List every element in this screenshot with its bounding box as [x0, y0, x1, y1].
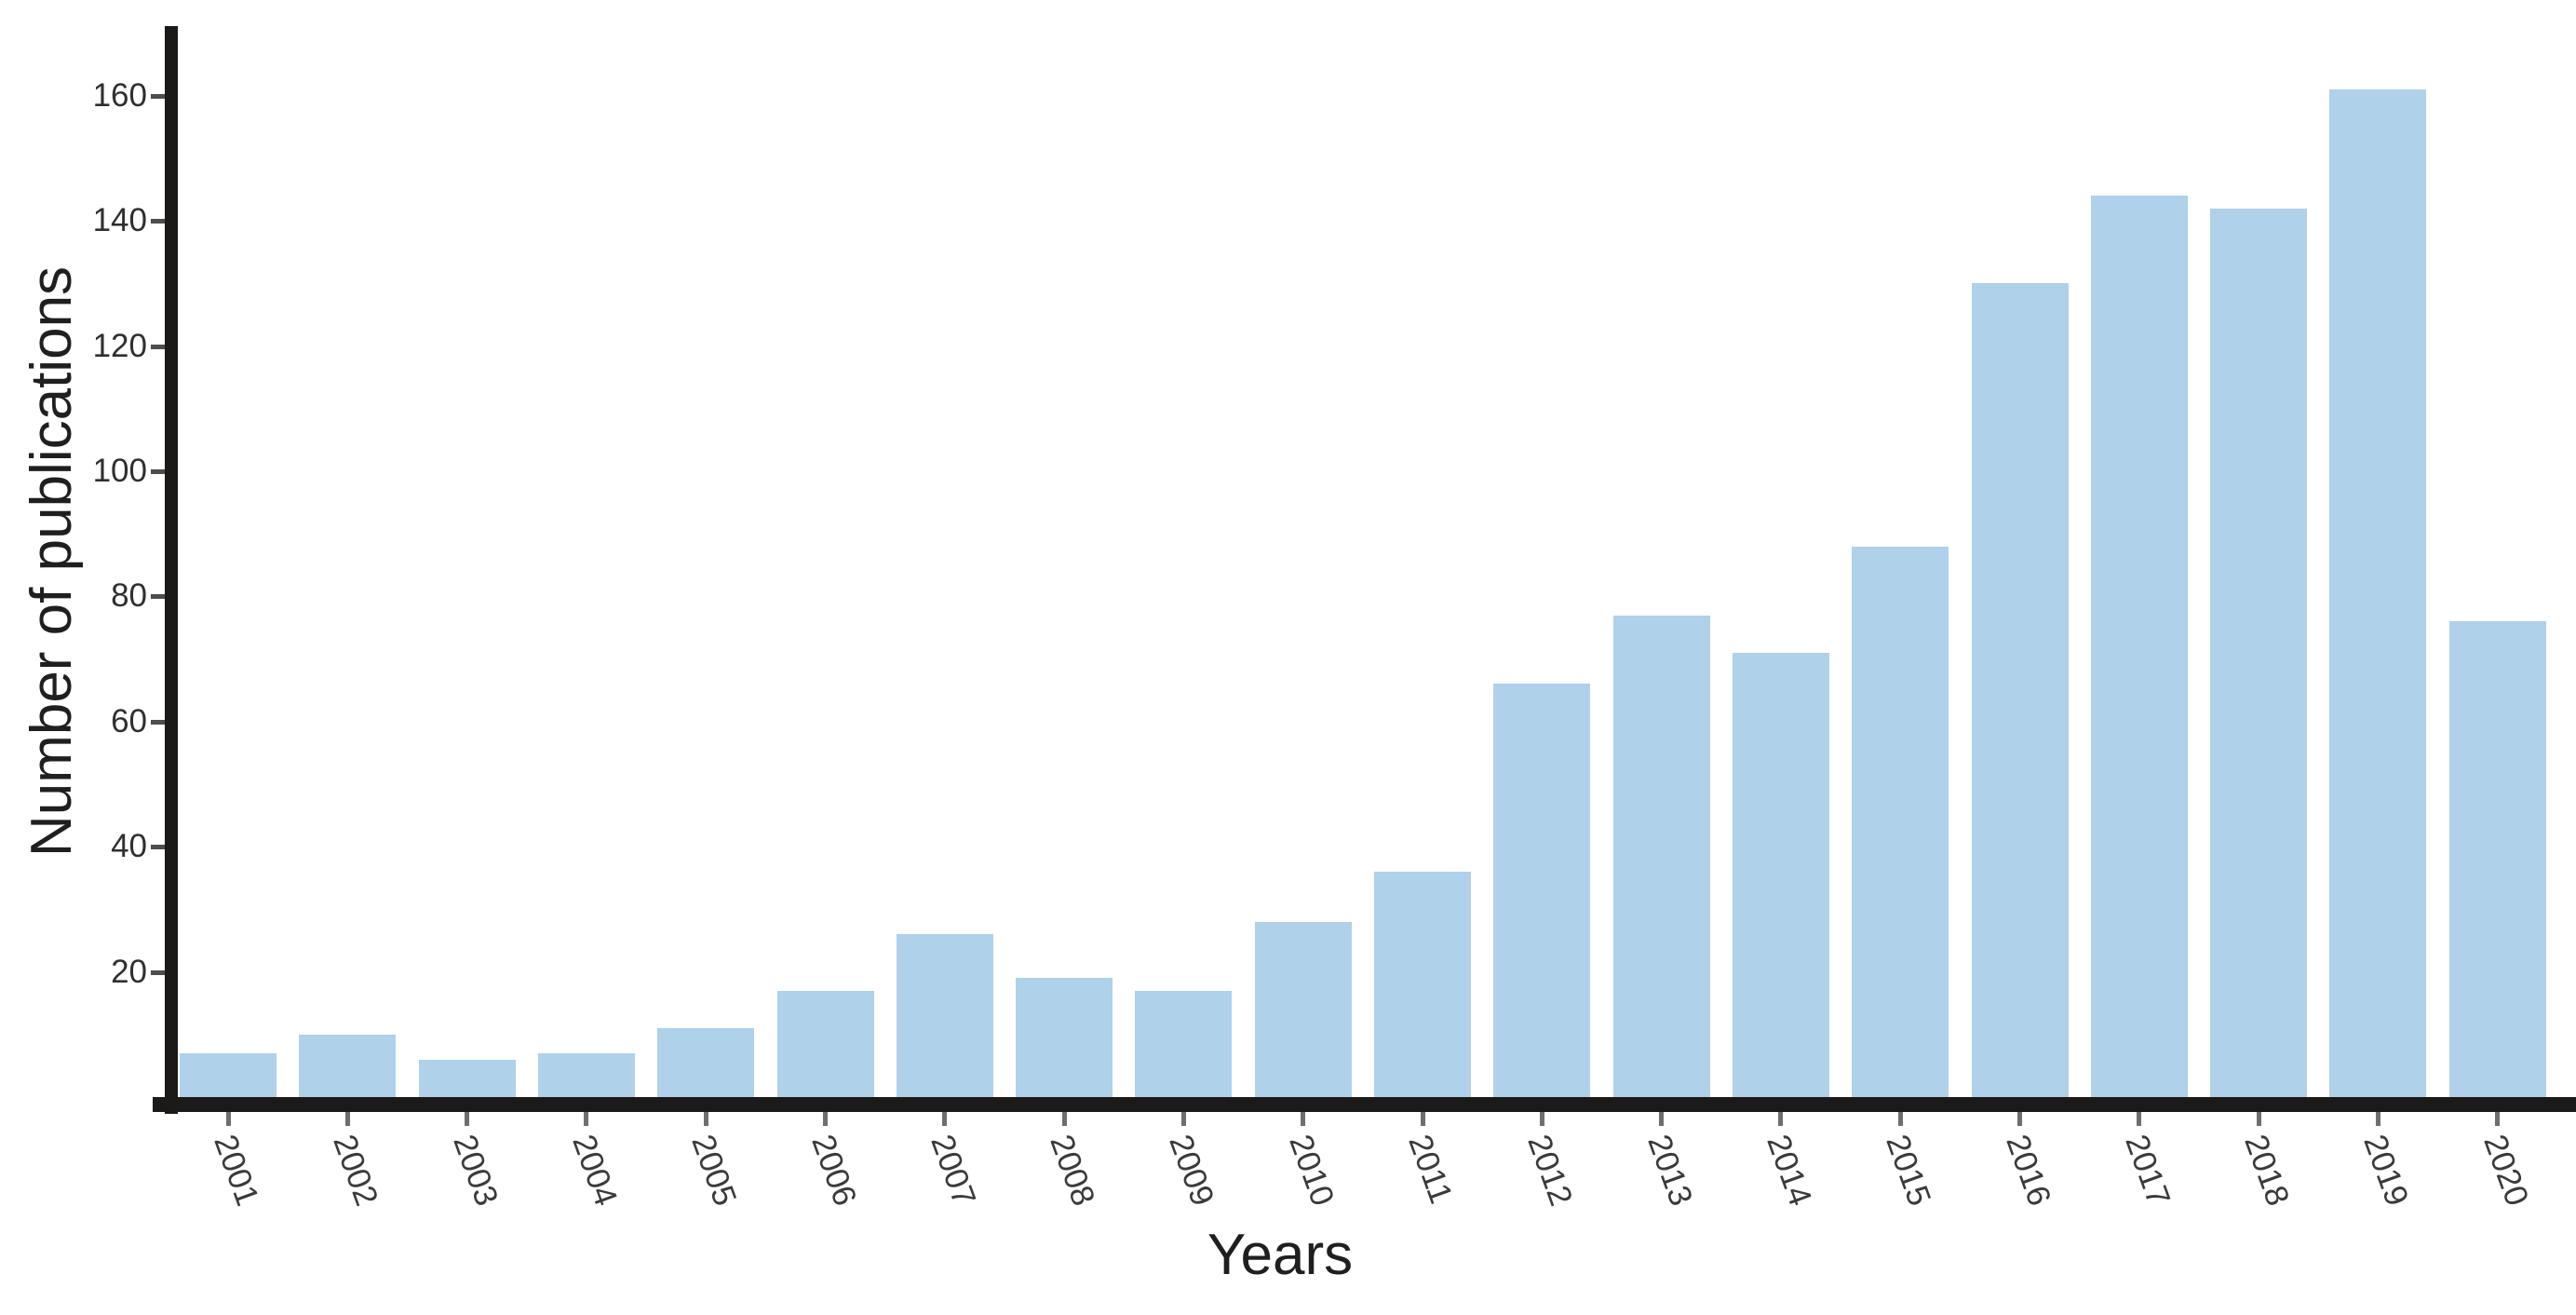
y-tick-mark-80 [151, 594, 165, 599]
x-tick-label-2016: 2016 [1999, 1130, 2058, 1211]
bar-2007 [897, 934, 993, 1097]
x-tick-mark-2011 [1421, 1112, 1425, 1126]
bar-2002 [299, 1035, 396, 1097]
x-tick-mark-2007 [942, 1112, 947, 1126]
x-tick-label-2020: 2020 [2476, 1130, 2536, 1211]
y-tick-label-40: 40 [111, 828, 147, 864]
y-axis-title: Number of publications [20, 265, 84, 858]
x-tick-mark-2014 [1778, 1112, 1783, 1126]
x-tick-label-2005: 2005 [684, 1130, 744, 1211]
y-tick-mark-120 [151, 345, 165, 349]
bar-2012 [1493, 684, 1590, 1097]
x-tick-mark-2013 [1659, 1112, 1664, 1126]
bar-2018 [2210, 209, 2307, 1097]
x-tick-mark-2008 [1062, 1112, 1067, 1126]
x-tick-mark-2010 [1301, 1112, 1305, 1126]
x-tick-label-2009: 2009 [1162, 1130, 1221, 1211]
bar-2003 [419, 1060, 516, 1097]
x-tick-label-2014: 2014 [1760, 1130, 1819, 1211]
x-tick-mark-2016 [2017, 1112, 2022, 1126]
y-tick-label-80: 80 [111, 577, 147, 614]
x-tick-label-2008: 2008 [1043, 1130, 1102, 1211]
y-tick-mark-100 [151, 469, 165, 474]
y-tick-mark-60 [151, 720, 165, 725]
bar-2014 [1733, 653, 1829, 1097]
bar-2005 [657, 1028, 754, 1097]
x-tick-mark-2020 [2495, 1112, 2500, 1126]
x-tick-mark-2001 [226, 1112, 231, 1126]
x-tick-mark-2009 [1181, 1112, 1186, 1126]
y-tick-label-20: 20 [111, 954, 147, 990]
x-tick-label-2012: 2012 [1520, 1130, 1580, 1211]
y-tick-label-60: 60 [111, 703, 147, 739]
x-tick-label-2018: 2018 [2237, 1130, 2297, 1211]
y-tick-label-160: 160 [92, 77, 147, 114]
x-tick-mark-2012 [1540, 1112, 1544, 1126]
y-tick-label-140: 140 [92, 202, 147, 238]
bar-2015 [1852, 547, 1949, 1097]
bar-2013 [1613, 616, 1710, 1097]
bar-2016 [1972, 283, 2069, 1097]
x-tick-label-2010: 2010 [1282, 1130, 1342, 1211]
x-tick-mark-2004 [584, 1112, 588, 1126]
x-tick-label-2004: 2004 [565, 1130, 625, 1211]
x-tick-mark-2015 [1898, 1112, 1903, 1126]
x-tick-mark-2019 [2376, 1112, 2380, 1126]
x-tick-label-2019: 2019 [2356, 1130, 2416, 1211]
bar-2004 [538, 1053, 635, 1097]
y-tick-mark-160 [151, 94, 165, 99]
x-tick-label-2006: 2006 [804, 1130, 864, 1211]
bar-2008 [1016, 978, 1113, 1097]
x-tick-label-2011: 2011 [1401, 1130, 1460, 1209]
x-tick-mark-2005 [704, 1112, 708, 1126]
x-tick-label-2003: 2003 [446, 1130, 506, 1211]
x-axis-line [153, 1097, 2576, 1112]
bar-2019 [2329, 89, 2426, 1097]
bar-2010 [1255, 922, 1352, 1097]
bar-2020 [2449, 621, 2546, 1097]
x-axis-title: Years [1207, 1223, 1354, 1287]
x-tick-label-2013: 2013 [1640, 1130, 1700, 1211]
x-tick-label-2007: 2007 [924, 1130, 983, 1211]
x-tick-mark-2002 [345, 1112, 350, 1126]
bar-2001 [180, 1053, 276, 1097]
x-tick-mark-2006 [823, 1112, 828, 1126]
x-tick-mark-2003 [465, 1112, 469, 1126]
bar-2006 [777, 991, 874, 1097]
x-tick-label-2017: 2017 [2118, 1130, 2178, 1211]
x-tick-label-2002: 2002 [326, 1130, 385, 1211]
x-tick-label-2015: 2015 [1879, 1130, 1938, 1211]
y-tick-mark-40 [151, 845, 165, 849]
x-tick-mark-2017 [2137, 1112, 2141, 1126]
x-tick-label-2001: 2001 [207, 1130, 266, 1211]
y-tick-label-100: 100 [92, 453, 147, 489]
bar-2017 [2091, 196, 2188, 1097]
bar-2011 [1374, 872, 1471, 1097]
y-axis-line [165, 26, 178, 1114]
y-tick-mark-20 [151, 970, 165, 975]
y-tick-label-120: 120 [92, 328, 147, 364]
y-tick-mark-140 [151, 219, 165, 224]
bar-2009 [1135, 991, 1232, 1097]
x-tick-mark-2018 [2257, 1112, 2261, 1126]
